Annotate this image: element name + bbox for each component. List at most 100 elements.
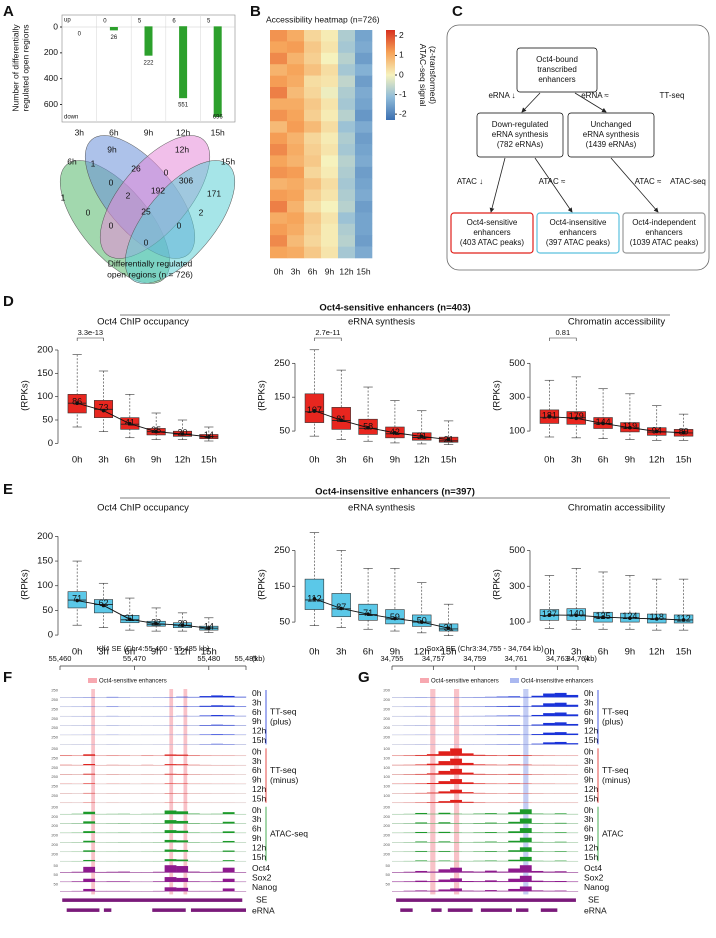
x-tick-label: 12h xyxy=(339,266,353,276)
set-label: 15h xyxy=(221,156,235,166)
heatmap-cell xyxy=(338,246,356,259)
x-tick-label: 12h xyxy=(414,647,430,658)
heatmap-cell xyxy=(338,132,356,145)
signal-bin xyxy=(164,849,177,852)
track-label: Sox2 xyxy=(584,873,604,883)
signal-bin xyxy=(508,850,521,852)
erna-segment xyxy=(66,908,100,912)
mean-point xyxy=(75,401,79,406)
heatmap-cell xyxy=(304,235,322,247)
signal-bin xyxy=(519,828,532,833)
x-tick-label: 9h xyxy=(144,127,154,137)
value-label: 0 xyxy=(78,32,82,38)
x-tick-label: 3h xyxy=(571,647,582,658)
mean-point xyxy=(312,408,317,413)
node-label: (1039 ATAC peaks) xyxy=(630,238,699,247)
signal-bin xyxy=(211,705,223,707)
y-tick-label: 150 xyxy=(274,392,290,403)
x-tick-label: 15h xyxy=(676,455,692,466)
colorbar-tick-label: 1 xyxy=(399,50,404,60)
section-title: Oct4-insensitive enhancers (n=397) xyxy=(315,487,475,498)
heatmap-cell xyxy=(270,144,288,156)
signal-bin xyxy=(403,871,416,873)
x-tick-label: 12h xyxy=(649,455,665,466)
signal-bin xyxy=(438,879,451,882)
signal-bin xyxy=(176,877,189,882)
box xyxy=(331,407,351,430)
signal-bin xyxy=(83,811,96,815)
value-label: 696 xyxy=(213,115,224,121)
signal-bin xyxy=(554,832,567,833)
mean-point xyxy=(207,435,211,439)
heatmap-cell xyxy=(270,189,288,202)
signal-bin xyxy=(450,779,462,784)
heatmap-cell xyxy=(338,201,356,213)
track-title: Sox2 SE (Chr3:34,755 - 34,764 kb) xyxy=(426,644,544,653)
heatmap-cell xyxy=(270,64,288,76)
heatmap-cell xyxy=(304,144,322,156)
track-scale: 50 xyxy=(54,872,59,877)
heatmap-cell xyxy=(355,30,373,42)
signal-bin xyxy=(176,866,189,873)
signal-bin xyxy=(485,696,497,698)
signal-bin xyxy=(554,822,567,824)
panel-label: D xyxy=(3,293,14,310)
y-tick-label: 100 xyxy=(37,391,53,402)
heatmap-cell xyxy=(321,235,339,247)
signal-bin xyxy=(473,813,486,815)
enhancer-highlight xyxy=(91,689,95,895)
plot-title: eRNA synthesis xyxy=(348,317,415,328)
x-tick-label: 0h xyxy=(309,455,320,466)
track-scale: 250 xyxy=(51,688,58,693)
x-tick-label: 3h xyxy=(98,647,109,658)
x-tick-label: 3h xyxy=(98,455,109,466)
heatmap-cell xyxy=(270,178,288,190)
x-tick-label: 9h xyxy=(625,647,636,658)
track-label: 9h xyxy=(252,775,262,785)
mean-point xyxy=(601,615,605,619)
track-scale: 100 xyxy=(383,793,390,798)
value-label: 222 xyxy=(143,60,154,66)
value-label: 5 xyxy=(207,19,211,25)
signal-bin xyxy=(566,733,579,735)
signal-bin xyxy=(554,841,567,843)
erna-segment xyxy=(431,908,442,912)
signal-bin xyxy=(554,702,567,707)
signal-bin xyxy=(508,773,521,775)
y-tick-label: 200 xyxy=(37,345,53,356)
x-tick-label: 15h xyxy=(211,127,225,137)
y-tick-label: 200 xyxy=(44,47,58,57)
region-count: 2 xyxy=(126,190,131,200)
heatmap-cell xyxy=(270,212,288,225)
group-label: ATAC-seq xyxy=(270,828,308,838)
bar xyxy=(213,26,222,27)
signal-bin xyxy=(531,832,544,833)
colorbar-label: ATAC-seq signal xyxy=(418,44,428,107)
heatmap-cell xyxy=(287,132,305,145)
signal-bin xyxy=(554,860,567,862)
signal-bin xyxy=(83,821,96,824)
heatmap-cell xyxy=(270,30,288,42)
x-tick-label: 3h xyxy=(336,647,347,658)
signal-bin xyxy=(176,696,189,698)
mean-line xyxy=(549,416,684,434)
heatmap-cell xyxy=(321,64,339,76)
y-tick-label: 150 xyxy=(274,581,290,592)
signal-bin xyxy=(554,722,567,726)
signal-bin xyxy=(164,887,177,892)
x-tick-label: 34,761 xyxy=(505,654,528,663)
plot-title: eRNA synthesis xyxy=(348,503,415,514)
signal-bin xyxy=(438,781,451,784)
signal-bin xyxy=(164,773,177,775)
diagram-node xyxy=(516,47,598,93)
signal-bin xyxy=(508,754,521,756)
heatmap-cell xyxy=(304,212,322,225)
track-scale: 50 xyxy=(386,863,391,868)
y-tick-label: 250 xyxy=(274,545,290,556)
x-tick-label: 55,480 xyxy=(197,654,220,663)
region-count: 0 xyxy=(144,237,149,247)
y-tick-label: 300 xyxy=(509,581,525,592)
heatmap-title: Accessibility heatmap (n=726) xyxy=(266,14,380,24)
track-label: 12h xyxy=(584,842,598,852)
heatmap-cell xyxy=(321,132,339,145)
